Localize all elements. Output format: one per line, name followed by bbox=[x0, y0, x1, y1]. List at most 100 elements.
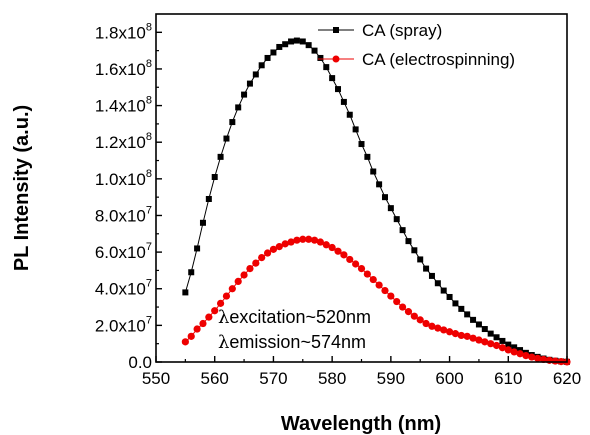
y-tick-label: 1.4x108 bbox=[95, 95, 152, 116]
data-point-electrospinning bbox=[516, 350, 524, 358]
series-layer bbox=[181, 37, 571, 366]
y-tick-label: 0.0 bbox=[128, 353, 152, 372]
data-point-electrospinning bbox=[522, 351, 530, 360]
data-point-electrospinning bbox=[258, 254, 266, 262]
data-point-spray bbox=[376, 181, 383, 188]
data-point-electrospinning bbox=[316, 238, 324, 246]
data-point-electrospinning bbox=[434, 324, 442, 332]
data-point-spray bbox=[288, 38, 295, 45]
data-point-spray bbox=[299, 38, 306, 45]
data-point-electrospinning bbox=[492, 341, 501, 350]
data-point-spray bbox=[340, 98, 347, 105]
x-tick-label: 600 bbox=[435, 369, 463, 388]
data-point-electrospinning bbox=[205, 313, 213, 321]
legend-marker-electrospinning bbox=[332, 55, 340, 63]
data-point-spray bbox=[399, 227, 406, 234]
data-point-electrospinning bbox=[404, 308, 413, 316]
data-point-spray bbox=[323, 64, 330, 71]
x-tick-label: 610 bbox=[494, 369, 522, 388]
annotation-excitation-text: excitation~520nm bbox=[229, 307, 371, 327]
data-point-electrospinning bbox=[263, 249, 272, 257]
data-point-electrospinning bbox=[346, 255, 354, 264]
data-point-spray bbox=[487, 330, 494, 337]
data-point-spray bbox=[276, 43, 283, 50]
data-point-electrospinning bbox=[222, 292, 231, 300]
data-point-spray bbox=[434, 280, 441, 287]
data-point-electrospinning bbox=[428, 322, 436, 330]
data-point-spray bbox=[335, 86, 342, 93]
data-point-electrospinning bbox=[440, 326, 448, 334]
data-point-electrospinning bbox=[228, 285, 236, 293]
data-point-electrospinning bbox=[310, 236, 319, 244]
data-point-spray bbox=[517, 347, 524, 354]
data-point-spray bbox=[446, 293, 453, 300]
data-point-electrospinning bbox=[352, 260, 360, 268]
data-point-spray bbox=[387, 205, 394, 212]
x-tick-label: 560 bbox=[201, 369, 229, 388]
x-tick-label: 570 bbox=[259, 369, 287, 388]
data-point-electrospinning bbox=[275, 243, 283, 251]
annotation-emission: λemission~574nm bbox=[218, 332, 366, 353]
data-point-electrospinning bbox=[240, 271, 248, 279]
data-point-electrospinning bbox=[498, 344, 507, 352]
data-point-spray bbox=[246, 80, 253, 87]
legend-label-electrospinning: CA (electrospinning) bbox=[362, 50, 515, 69]
data-point-spray bbox=[264, 54, 271, 61]
legend-item-spray: CA (spray) bbox=[318, 21, 442, 40]
annotation-emission-text: emission~574nm bbox=[229, 332, 366, 352]
data-point-electrospinning bbox=[510, 348, 518, 356]
annotation-block: λexcitation~520nm λemission~574nm bbox=[218, 307, 371, 353]
data-point-electrospinning bbox=[181, 338, 189, 346]
legend-marker-spray bbox=[333, 27, 339, 33]
data-point-electrospinning bbox=[281, 240, 289, 248]
x-tick-label: 620 bbox=[553, 369, 581, 388]
data-point-electrospinning bbox=[211, 307, 219, 315]
data-point-electrospinning bbox=[305, 235, 313, 243]
data-point-spray bbox=[329, 75, 336, 82]
data-point-spray bbox=[270, 49, 277, 56]
data-point-spray bbox=[311, 47, 318, 54]
data-point-electrospinning bbox=[199, 319, 207, 328]
y-tick-label: 1.6x108 bbox=[95, 58, 152, 79]
data-point-spray bbox=[199, 219, 206, 226]
y-tick-label: 1.8x108 bbox=[95, 21, 152, 42]
y-tick-label: 6.0x107 bbox=[95, 241, 152, 262]
data-point-electrospinning bbox=[334, 247, 342, 255]
x-tick-label: 550 bbox=[142, 369, 170, 388]
data-point-spray bbox=[217, 153, 224, 160]
data-point-spray bbox=[364, 153, 371, 160]
data-point-electrospinning bbox=[322, 241, 330, 249]
x-tick-label: 590 bbox=[377, 369, 405, 388]
legend-label-spray: CA (spray) bbox=[362, 21, 442, 40]
data-point-spray bbox=[370, 168, 377, 175]
y-axis-title: PL Intensity (a.u.) bbox=[11, 105, 33, 271]
data-point-electrospinning bbox=[534, 354, 542, 362]
data-point-spray bbox=[282, 41, 289, 48]
data-point-spray bbox=[229, 119, 236, 126]
data-point-electrospinning bbox=[422, 319, 430, 328]
data-point-spray bbox=[211, 174, 218, 181]
data-point-electrospinning bbox=[375, 281, 383, 289]
y-tick-label: 2.0x107 bbox=[95, 314, 152, 335]
data-point-spray bbox=[405, 238, 412, 245]
data-point-electrospinning bbox=[528, 353, 536, 361]
data-point-electrospinning bbox=[399, 303, 407, 311]
data-point-electrospinning bbox=[475, 336, 483, 344]
lambda-symbol: λ bbox=[218, 332, 229, 353]
data-point-spray bbox=[475, 321, 482, 328]
lambda-symbol: λ bbox=[218, 307, 229, 328]
data-point-electrospinning bbox=[416, 316, 424, 324]
legend-item-electrospinning: CA (electrospinning) bbox=[318, 50, 515, 69]
data-point-electrospinning bbox=[451, 330, 460, 338]
data-point-electrospinning bbox=[287, 238, 295, 246]
data-point-spray bbox=[428, 272, 435, 279]
data-point-spray bbox=[458, 305, 465, 312]
y-tick-label: 4.0x107 bbox=[95, 278, 152, 299]
legend: CA (spray) CA (electrospinning) bbox=[318, 21, 515, 69]
data-point-electrospinning bbox=[234, 277, 242, 286]
data-point-electrospinning bbox=[340, 251, 348, 259]
data-point-electrospinning bbox=[481, 338, 489, 346]
data-point-spray bbox=[423, 265, 430, 272]
plot-frame bbox=[155, 13, 568, 363]
